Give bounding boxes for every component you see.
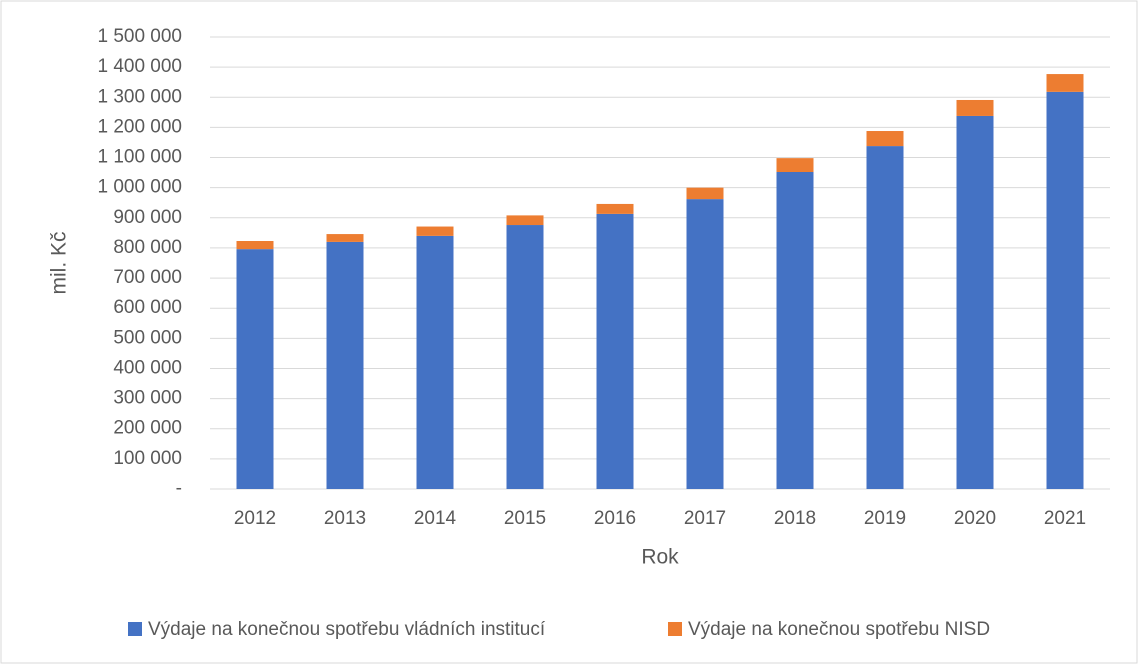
bar-segment bbox=[416, 235, 454, 489]
bar-segment bbox=[416, 226, 454, 236]
y-tick-label: 800 000 bbox=[113, 237, 182, 258]
y-tick-label: 1 300 000 bbox=[97, 86, 182, 107]
y-tick-label: 300 000 bbox=[113, 388, 182, 409]
bar-segment bbox=[1046, 74, 1084, 92]
bar-segment bbox=[956, 99, 994, 116]
y-tick-label: 900 000 bbox=[113, 207, 182, 228]
x-tick-label: 2017 bbox=[684, 508, 726, 529]
bar-segment bbox=[236, 241, 274, 250]
bar-segment bbox=[326, 241, 364, 489]
y-tick-label: 700 000 bbox=[113, 267, 182, 288]
bar-segment bbox=[776, 171, 814, 490]
bar-segment bbox=[596, 203, 634, 214]
bar-segment bbox=[596, 213, 634, 489]
bar-segment bbox=[506, 225, 544, 490]
legend-label: Výdaje na konečnou spotřebu NISD bbox=[688, 619, 990, 640]
x-tick-label: 2016 bbox=[594, 508, 636, 529]
bar-segment bbox=[686, 187, 724, 200]
x-tick-label: 2013 bbox=[324, 508, 366, 529]
y-tick-label: 500 000 bbox=[113, 327, 182, 348]
bar-segment bbox=[776, 158, 814, 172]
y-tick-label: 1 000 000 bbox=[97, 177, 182, 198]
y-tick-label: 600 000 bbox=[113, 297, 182, 318]
bar-segment bbox=[326, 234, 364, 242]
y-axis-label: mil. Kč bbox=[48, 232, 71, 295]
bar-segment bbox=[1046, 91, 1084, 490]
y-tick-label: 1 200 000 bbox=[97, 116, 182, 137]
bar-segment bbox=[506, 215, 544, 226]
y-tick-label: 1 500 000 bbox=[97, 26, 182, 47]
x-tick-label: 2018 bbox=[774, 508, 816, 529]
x-tick-label: 2014 bbox=[414, 508, 457, 529]
legend-swatch bbox=[668, 622, 682, 636]
x-tick-label: 2012 bbox=[234, 508, 276, 529]
legend-swatch bbox=[128, 622, 142, 636]
bar-segment bbox=[956, 115, 994, 489]
y-tick-label: 100 000 bbox=[113, 448, 182, 469]
y-tick-label: 400 000 bbox=[113, 357, 182, 378]
y-tick-label: 1 400 000 bbox=[97, 56, 182, 77]
bar-segment bbox=[686, 199, 724, 489]
y-tick-label: - bbox=[176, 478, 182, 499]
x-axis-label: Rok bbox=[641, 546, 679, 569]
x-tick-label: 2021 bbox=[1044, 508, 1086, 529]
legend-label: Výdaje na konečnou spotřebu vládních ins… bbox=[148, 619, 546, 640]
y-tick-label: 1 100 000 bbox=[97, 147, 182, 168]
x-tick-label: 2020 bbox=[954, 508, 996, 529]
x-tick-label: 2019 bbox=[864, 508, 906, 529]
x-tick-label: 2015 bbox=[504, 508, 546, 529]
y-tick-label: 200 000 bbox=[113, 418, 182, 439]
bar-segment bbox=[236, 249, 274, 489]
bar-segment bbox=[866, 146, 904, 489]
bar-segment bbox=[866, 131, 904, 147]
